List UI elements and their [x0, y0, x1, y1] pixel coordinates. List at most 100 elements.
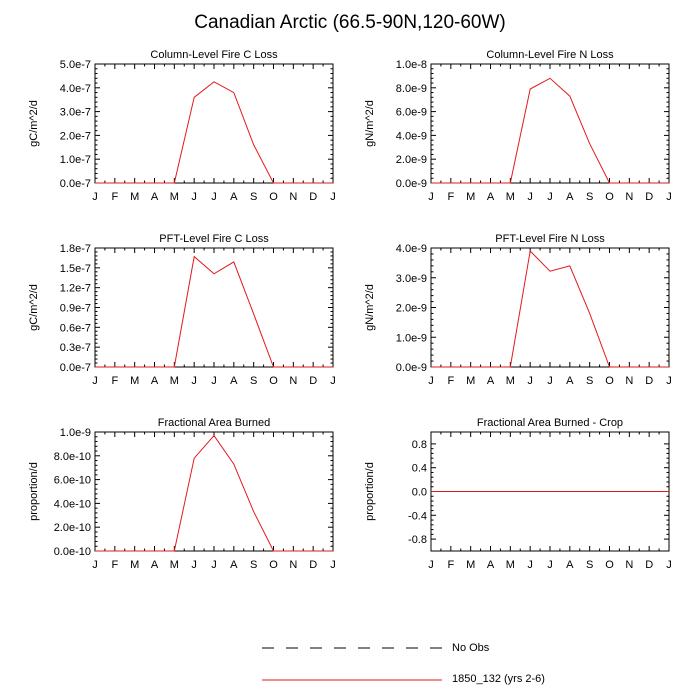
y-tick-label: 1.0e-7	[60, 154, 91, 166]
y-axis-label: proportion/d	[364, 462, 376, 521]
x-tick-label: J	[211, 191, 217, 203]
x-tick-label: N	[289, 559, 297, 571]
x-tick-label: N	[289, 375, 297, 387]
y-tick-label: -0.8	[408, 534, 427, 546]
y-tick-label: 8.0e-9	[396, 83, 427, 95]
x-tick-label: M	[170, 559, 179, 571]
x-tick-label: J	[191, 191, 197, 203]
x-tick-label: N	[625, 375, 633, 387]
y-tick-label: 6.0e-9	[396, 107, 427, 119]
x-tick-label: M	[130, 375, 139, 387]
x-tick-label: J	[666, 559, 672, 571]
y-tick-label: 0.9e-7	[60, 303, 91, 315]
x-tick-label: M	[170, 375, 179, 387]
y-tick-label: 4.0e-10	[54, 498, 91, 510]
x-tick-label: A	[487, 559, 495, 571]
x-tick-label: J	[527, 559, 533, 571]
x-tick-label: J	[666, 375, 672, 387]
x-tick-label: J	[92, 375, 98, 387]
y-tick-label: 2.0e-7	[60, 130, 91, 142]
plot-frame	[94, 431, 334, 552]
y-tick-label: 2.0e-9	[396, 303, 427, 315]
x-tick-label: M	[466, 559, 475, 571]
y-tick-label: 0.6e-7	[60, 322, 91, 334]
plot-frame	[430, 63, 670, 184]
x-tick-label: J	[527, 375, 533, 387]
x-tick-label: N	[289, 191, 297, 203]
y-tick-label: 2.0e-9	[396, 154, 427, 166]
x-tick-label: A	[566, 191, 574, 203]
x-tick-label: M	[506, 559, 515, 571]
x-tick-label: S	[586, 191, 593, 203]
y-tick-label: 0.0e-9	[396, 362, 427, 374]
x-tick-label: M	[170, 191, 179, 203]
x-tick-label: A	[487, 375, 495, 387]
y-tick-label: 1.2e-7	[60, 283, 91, 295]
x-tick-label: S	[250, 559, 257, 571]
y-tick-label: 5.0e-7	[60, 59, 91, 71]
y-tick-label: 8.0e-10	[54, 451, 91, 463]
x-tick-label: M	[466, 191, 475, 203]
y-tick-label: 0.0e-7	[60, 362, 91, 374]
x-tick-label: M	[466, 375, 475, 387]
x-tick-label: J	[211, 559, 217, 571]
x-tick-label: J	[92, 191, 98, 203]
x-tick-label: F	[447, 559, 454, 571]
x-tick-label: A	[566, 559, 574, 571]
y-axis-label: gN/m^2/d	[364, 284, 376, 331]
x-tick-label: O	[605, 191, 614, 203]
y-tick-label: 1.0e-8	[396, 59, 427, 71]
chart-title: PFT-Level Fire N Loss	[495, 233, 605, 245]
legend-label-model: 1850_132 (yrs 2-6)	[452, 673, 545, 685]
x-tick-label: J	[428, 559, 434, 571]
x-tick-label: S	[250, 375, 257, 387]
x-tick-label: A	[230, 559, 238, 571]
chart-title: Fractional Area Burned - Crop	[477, 417, 623, 429]
x-tick-label: A	[566, 375, 574, 387]
plot-frame	[94, 247, 334, 368]
y-tick-label: 0.0	[412, 487, 427, 499]
x-tick-label: J	[92, 559, 98, 571]
x-tick-label: D	[645, 191, 653, 203]
chart-title: Column-Level Fire C Loss	[150, 49, 278, 61]
legend-swatch-model	[262, 679, 442, 681]
x-tick-label: D	[645, 559, 653, 571]
y-tick-label: 0.0e-7	[60, 178, 91, 190]
x-tick-label: O	[605, 559, 614, 571]
y-tick-label: 3.0e-7	[60, 107, 91, 119]
legend-label-no-obs: No Obs	[452, 642, 490, 654]
y-tick-label: -0.4	[408, 510, 427, 522]
y-axis-label: proportion/d	[28, 462, 40, 521]
series-line-0	[431, 77, 669, 184]
x-tick-label: F	[111, 559, 118, 571]
x-tick-label: O	[269, 559, 278, 571]
series-line-0	[95, 81, 333, 184]
legend-swatch-no-obs	[262, 647, 442, 649]
page-title: Canadian Arctic (66.5-90N,120-60W)	[194, 12, 506, 33]
x-tick-label: M	[506, 191, 515, 203]
x-tick-label: N	[625, 191, 633, 203]
x-tick-label: M	[130, 191, 139, 203]
x-tick-label: F	[111, 191, 118, 203]
x-tick-label: A	[230, 191, 238, 203]
y-tick-label: 6.0e-10	[54, 475, 91, 487]
x-tick-label: J	[330, 375, 336, 387]
y-axis-label: gC/m^2/d	[28, 284, 40, 331]
x-tick-label: S	[586, 559, 593, 571]
x-tick-label: J	[547, 375, 553, 387]
y-axis-label: gC/m^2/d	[28, 100, 40, 147]
x-tick-label: J	[191, 375, 197, 387]
y-tick-label: 0.4	[412, 463, 427, 475]
x-tick-label: M	[130, 559, 139, 571]
y-tick-label: 2.0e-10	[54, 522, 91, 534]
y-tick-label: 4.0e-9	[396, 130, 427, 142]
x-tick-label: O	[269, 375, 278, 387]
x-tick-label: A	[230, 375, 238, 387]
x-tick-label: F	[447, 375, 454, 387]
x-tick-label: J	[547, 559, 553, 571]
chart-title: Fractional Area Burned	[158, 417, 271, 429]
